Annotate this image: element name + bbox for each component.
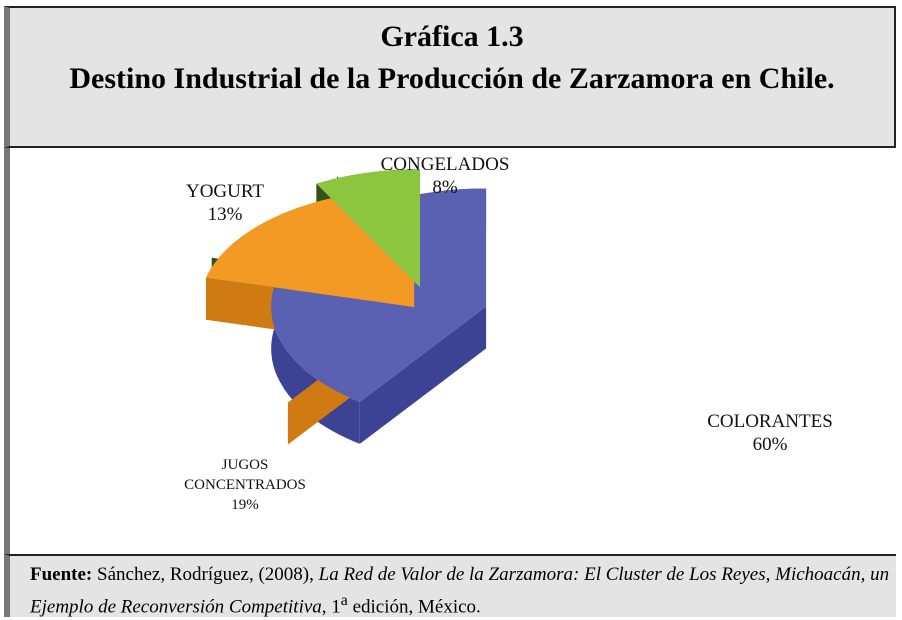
source-rest: edición, México.	[352, 596, 481, 618]
source-authors: Sánchez, Rodríguez, (2008),	[97, 564, 314, 585]
chart-title: Destino Industrial de la Producción de Z…	[69, 62, 835, 95]
category: YOGURT	[185, 181, 265, 202]
value-label: 19%	[231, 497, 259, 513]
source-note: Fuente: Sánchez, Rodríguez, (2008), La R…	[4, 554, 896, 617]
category: CONGELADOS	[380, 154, 510, 175]
title-box: Gráfica 1.3 Destino Industrial de la Pro…	[4, 6, 896, 148]
source-sup: a	[340, 592, 348, 609]
source-label: Fuente:	[30, 564, 93, 585]
slice-label: CONGELADOS 8%	[360, 153, 530, 199]
chart-number: Gráfica 1.3	[380, 20, 524, 53]
slice-label: JUGOS CONCENTRADOS 19%	[175, 455, 315, 515]
plot-area	[4, 148, 896, 554]
source-edition: , 1	[321, 596, 341, 618]
category: COLORANTES	[707, 411, 833, 432]
source-work: La Red de Valor de la Zarzamora: El Clus…	[30, 564, 890, 618]
value-label: 8%	[432, 177, 458, 198]
slice-side	[359, 306, 487, 444]
slice-label: YOGURT 13%	[170, 180, 280, 226]
slice	[316, 169, 420, 288]
value-label: 13%	[207, 204, 243, 225]
slice-label: COLORANTES 60%	[680, 410, 860, 456]
category: JUGOS CONCENTRADOS	[184, 457, 306, 493]
value-label: 60%	[752, 434, 788, 455]
